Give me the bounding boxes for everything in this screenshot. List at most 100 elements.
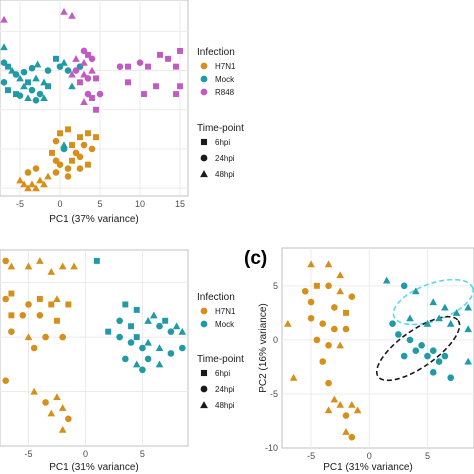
legend-shape-label-24hpi: 24hpi [215, 154, 235, 163]
data-point [68, 11, 76, 19]
data-point [36, 176, 44, 184]
data-point [330, 395, 339, 403]
panel-b-legend-shape-title: Time-point [197, 354, 244, 365]
data-point [20, 180, 28, 188]
panel-a-legend-color-entries: H7N1 Mock R848 [200, 62, 236, 97]
data-point [125, 79, 131, 86]
data-point [77, 134, 83, 141]
data-point [85, 51, 91, 58]
legend-label-mock: Mock [215, 320, 235, 329]
data-point [177, 83, 183, 90]
data-point [412, 347, 420, 355]
panel-c-y-ticks: -10 -5 0 5 [265, 281, 278, 453]
data-point [325, 282, 332, 290]
data-point [5, 63, 11, 70]
panel-c-scatter: (c) -5 0 5 -10 -5 0 5 PC1 (31% variance) PC2 … [244, 247, 474, 473]
data-point [128, 323, 135, 330]
data-point [179, 344, 186, 352]
panel-b-points [2, 257, 187, 433]
data-point [155, 360, 164, 368]
data-point [144, 355, 152, 363]
data-point [464, 303, 472, 311]
data-point [395, 331, 402, 338]
data-point [68, 70, 76, 78]
data-point [93, 257, 100, 264]
x-tick-label: 0 [57, 199, 62, 209]
data-point [77, 79, 83, 86]
legend-shape-48hpi [200, 170, 208, 178]
data-point [139, 344, 146, 352]
legend-shape-24hpi [200, 385, 208, 393]
data-point [69, 142, 75, 149]
x-tick-label: 0 [367, 451, 372, 461]
data-point [400, 282, 408, 290]
data-point [24, 262, 33, 270]
data-point [382, 276, 391, 284]
data-point [52, 137, 60, 145]
panel-b-grid [0, 250, 188, 446]
data-point [447, 374, 455, 382]
data-point [40, 94, 48, 102]
data-point [150, 311, 158, 319]
data-point [53, 55, 59, 62]
data-point [116, 63, 124, 70]
data-point [319, 358, 327, 365]
panel-a-scatter: -5 0 5 10 15 PC1 (37% variance) Infection H7… [0, 0, 244, 225]
data-point [48, 301, 55, 308]
data-point [93, 75, 99, 82]
data-point [89, 95, 95, 101]
data-point [12, 71, 20, 78]
data-point [0, 79, 8, 86]
data-point [122, 301, 129, 308]
legend-label-h7n1: H7N1 [215, 62, 236, 71]
data-point [452, 309, 461, 316]
data-point [144, 338, 152, 346]
data-point [20, 82, 28, 90]
data-point [42, 333, 49, 341]
panel-b-legend-color-entries: H7N1 Mock [200, 307, 236, 329]
panel-c-label: (c) [244, 248, 267, 269]
data-point [133, 306, 140, 313]
data-point [156, 322, 163, 330]
data-point [13, 91, 19, 98]
data-point [64, 173, 72, 180]
x-tick-label: 5 [97, 199, 102, 209]
data-point [127, 339, 135, 346]
data-point [30, 344, 38, 352]
x-tick-label: 5 [425, 451, 430, 461]
data-point [36, 296, 43, 302]
data-point [8, 66, 16, 74]
data-point [8, 328, 15, 335]
data-point [116, 317, 123, 325]
data-point [80, 141, 88, 149]
data-point [145, 63, 151, 70]
data-point [33, 60, 42, 68]
data-point [105, 328, 112, 335]
panel-c-x-ticks: -5 0 5 [307, 451, 430, 461]
data-point [336, 400, 344, 408]
data-point [429, 369, 437, 376]
data-point [36, 312, 44, 319]
panel-b-legend-shape-entries: 6hpi 24hpi 48hpi [200, 369, 235, 410]
data-point [8, 312, 15, 319]
x-tick-label: 0 [83, 449, 88, 459]
data-point [353, 406, 362, 414]
data-point [56, 161, 64, 168]
data-point [2, 377, 9, 384]
data-point [464, 325, 472, 333]
data-point [162, 317, 169, 324]
data-point [429, 298, 438, 306]
data-point [7, 262, 16, 270]
data-point [5, 87, 11, 94]
data-point [177, 47, 183, 54]
data-point [343, 309, 349, 316]
y-tick-label: -10 [265, 443, 278, 453]
data-point [58, 425, 67, 433]
data-point [53, 317, 60, 324]
data-point [139, 366, 146, 374]
data-point [44, 172, 52, 180]
data-point [53, 393, 61, 401]
data-point [28, 86, 36, 94]
data-point [36, 257, 44, 264]
panel-a-x-axis-title: PC1 (37% variance) [49, 214, 138, 225]
